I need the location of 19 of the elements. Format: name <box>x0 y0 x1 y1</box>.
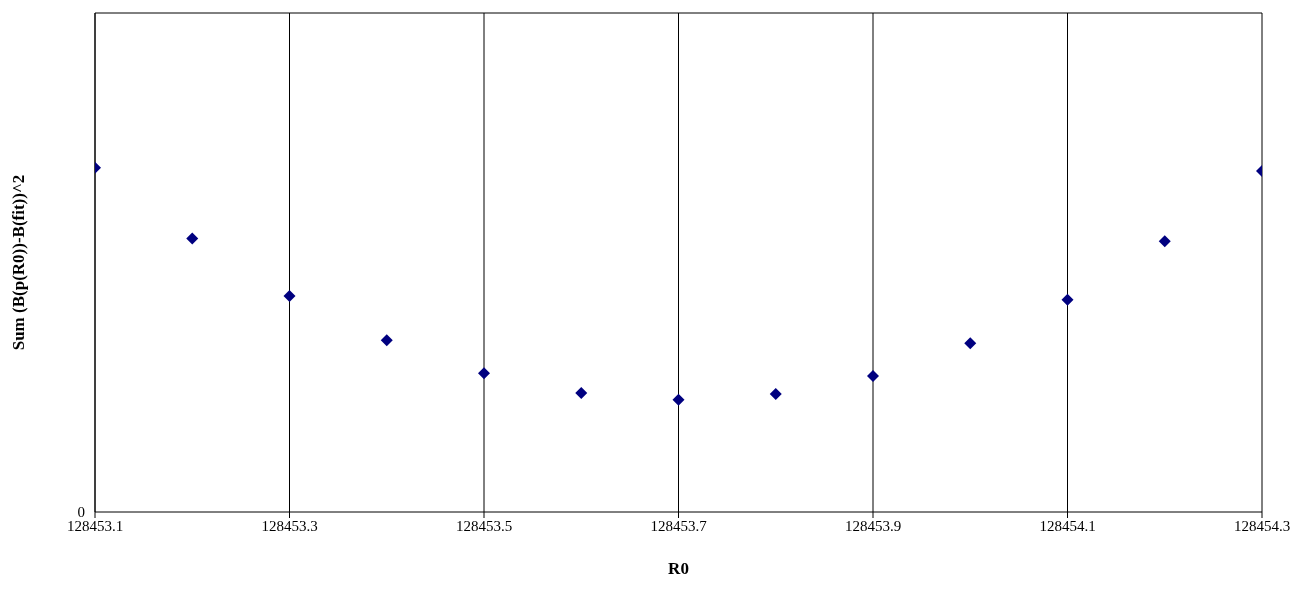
x-tick-label: 128453.9 <box>844 517 902 534</box>
point <box>1061 293 1074 306</box>
point <box>186 232 199 245</box>
point <box>769 387 782 400</box>
x-tick-label: 128453.7 <box>650 517 708 534</box>
x-tick-label: 128454.3 <box>1233 517 1291 534</box>
point <box>575 386 588 399</box>
point <box>283 289 296 302</box>
point <box>867 370 879 383</box>
point <box>1158 235 1171 248</box>
point <box>478 367 490 380</box>
x-tick-label: 128453.5 <box>455 517 513 534</box>
y-axis-title: Sum (B(p(R0))-B(fit))^2 <box>9 174 29 351</box>
x-tick-label: 128454.1 <box>1039 517 1096 534</box>
point <box>380 334 393 347</box>
point <box>672 393 685 406</box>
point <box>964 337 977 350</box>
x-axis-title: R0 <box>668 559 689 578</box>
x-tick-label: 128453.3 <box>261 517 318 534</box>
